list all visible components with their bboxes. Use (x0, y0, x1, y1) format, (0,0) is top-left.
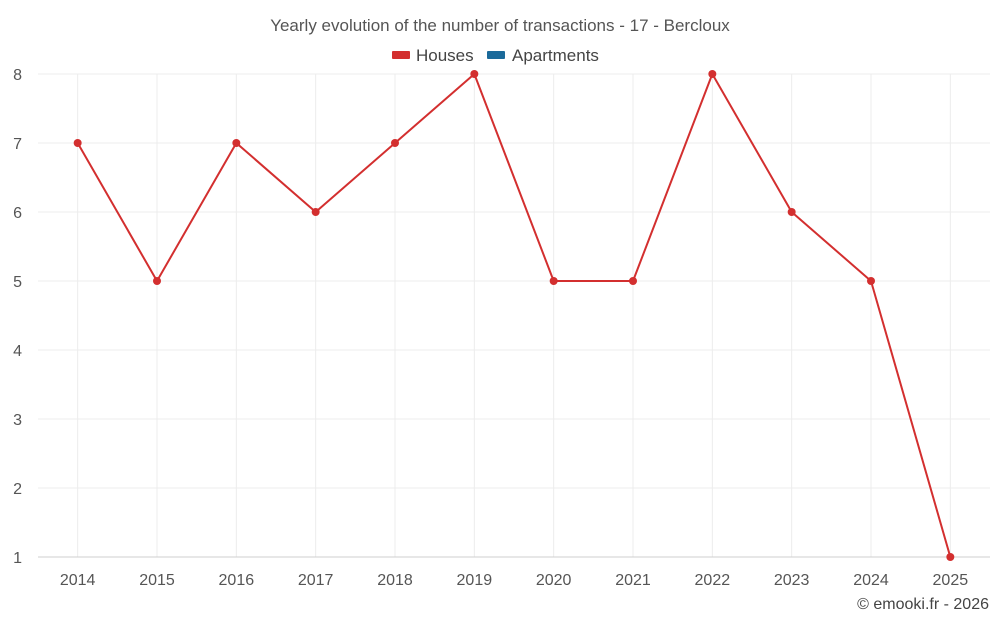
x-tick-label: 2019 (457, 572, 493, 589)
x-tick-label: 2014 (60, 572, 96, 589)
data-point-houses[interactable] (311, 208, 320, 216)
data-point-houses[interactable] (946, 553, 955, 561)
x-tick-label: 2024 (853, 572, 889, 589)
chart-title: Yearly evolution of the number of transa… (270, 16, 730, 35)
x-tick-label: 2016 (219, 572, 255, 589)
x-tick-label: 2025 (933, 572, 969, 589)
data-point-houses[interactable] (787, 208, 796, 216)
data-point-houses[interactable] (391, 139, 399, 147)
x-tick-label: 2023 (774, 572, 810, 589)
x-tick-label: 2021 (615, 572, 651, 589)
x-tick-label: 2022 (695, 572, 731, 589)
y-tick-label: 6 (13, 205, 22, 222)
y-tick-label: 2 (13, 481, 22, 498)
y-tick-label: 3 (13, 412, 22, 429)
data-point-houses[interactable] (232, 139, 241, 147)
data-point-houses[interactable] (708, 70, 717, 78)
data-point-houses[interactable] (629, 277, 637, 285)
legend-item-houses[interactable]: Houses (392, 46, 474, 65)
x-tick-label: 2017 (298, 572, 334, 589)
grid (38, 73, 990, 557)
legend-swatch-houses (392, 51, 410, 59)
x-tick-label: 2020 (536, 572, 572, 589)
legend-item-apartments[interactable]: Apartments (487, 46, 599, 65)
y-tick-label: 5 (13, 274, 22, 291)
legend-swatch-apartments (487, 51, 505, 59)
y-tick-label: 1 (13, 550, 22, 567)
legend-label-apartments: Apartments (512, 46, 599, 65)
x-tick-label: 2018 (377, 572, 413, 589)
data-point-houses[interactable] (470, 70, 479, 78)
credit-text: © emooki.fr - 2026 (857, 596, 989, 613)
y-tick-label: 7 (13, 136, 22, 153)
data-point-houses[interactable] (153, 277, 161, 285)
y-tick-label: 4 (13, 343, 22, 360)
x-tick-label: 2015 (139, 572, 175, 589)
data-point-houses[interactable] (549, 277, 558, 285)
series-layer (73, 70, 955, 561)
data-point-houses[interactable] (867, 277, 875, 285)
y-tick-label: 8 (13, 67, 22, 84)
series-line-houses (76, 73, 952, 558)
data-point-houses[interactable] (73, 139, 82, 147)
axes: 1 2 3 4 5 6 7 8 2014 2015 2016 2017 2018 2019 2020 2021… (13, 67, 990, 589)
legend-label-houses: Houses (416, 46, 474, 65)
legend[interactable]: Houses Apartments (392, 46, 599, 65)
